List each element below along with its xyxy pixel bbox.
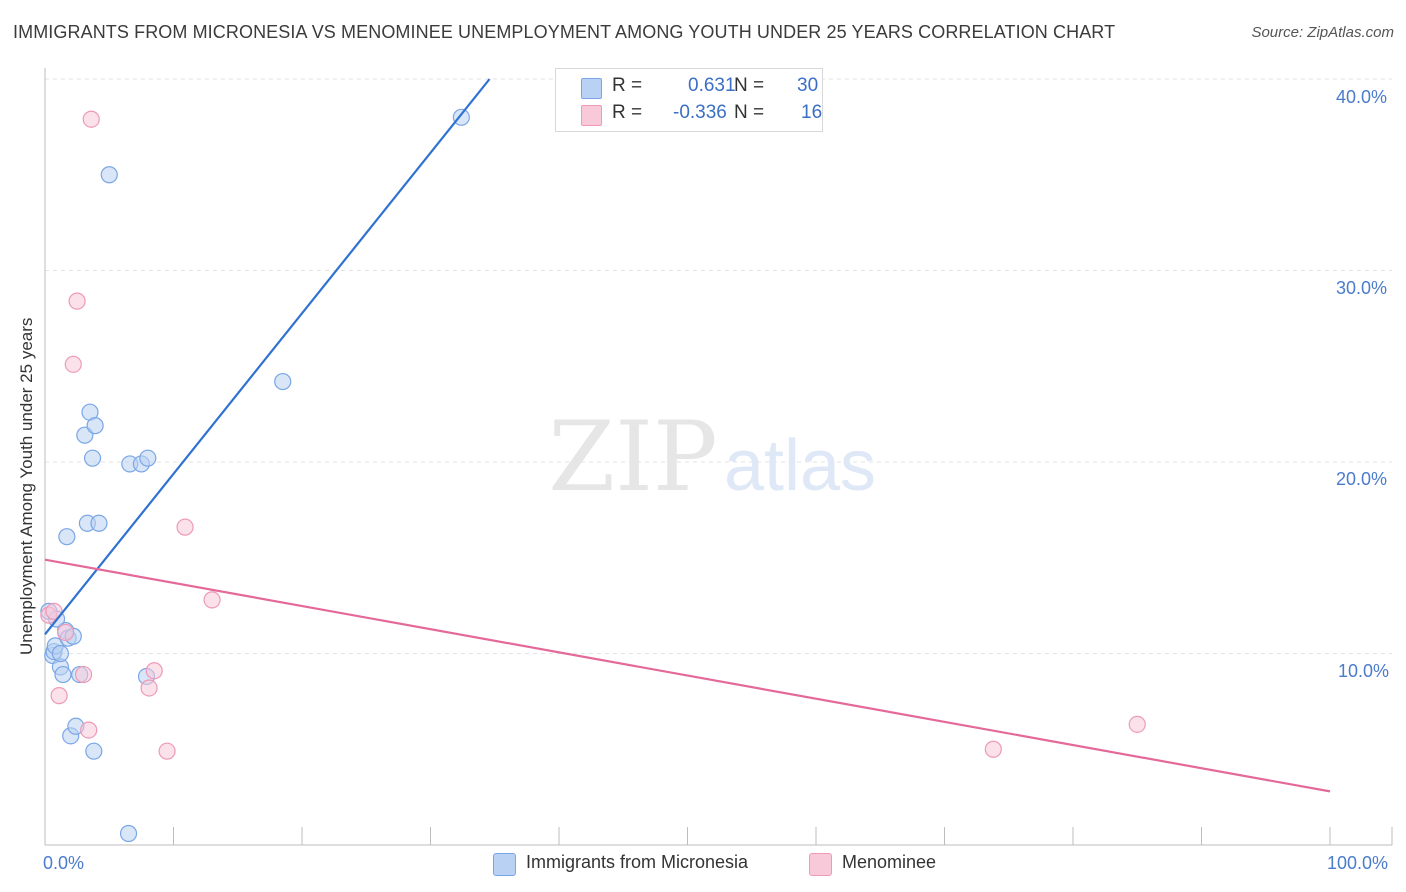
micronesia-point (51, 644, 70, 663)
x-tick-label-min: 0.0% (43, 853, 85, 873)
legend-swatch-menominee (809, 853, 832, 876)
micronesia-point (100, 166, 118, 184)
legend-swatch-micronesia (581, 78, 602, 99)
correlation-legend: R = 0.631 N = 30 R = -0.336 N = 16 (555, 68, 823, 132)
menominee-point (74, 665, 93, 684)
legend-r-label: R = (612, 75, 643, 96)
micronesia-point (452, 108, 470, 126)
gridlines (45, 78, 1392, 654)
legend-label-menominee: Menominee (842, 852, 937, 872)
micronesia-point (274, 372, 292, 391)
chart-source: Source: ZipAtlas.com (1251, 24, 1394, 41)
y-tick-label: 10.0% (1338, 661, 1390, 681)
menominee-point (50, 687, 68, 705)
legend-n-value: 30 (797, 75, 819, 96)
x-tick-label-max: 100.0% (1327, 853, 1389, 873)
micronesia-point (58, 528, 76, 546)
menominee-point (1128, 715, 1146, 733)
micronesia-point (139, 449, 157, 467)
watermark-zip: ZIP (548, 401, 717, 513)
menominee-point (158, 742, 176, 760)
y-tick-label: 40.0% (1336, 87, 1388, 107)
menominee-trend-line (44, 558, 1331, 793)
menominee-point (140, 679, 158, 697)
micronesia-point (119, 824, 138, 843)
y-tick-label: 30.0% (1336, 278, 1388, 298)
legend-n-value: 16 (801, 102, 823, 123)
menominee-point (56, 623, 75, 642)
y-axis-label: Unemployment Among Youth under 25 years (17, 317, 36, 655)
legend-r-value: -0.336 (673, 102, 727, 123)
legend-r-value: 0.631 (688, 75, 736, 96)
legend-n-label: N = (734, 75, 765, 96)
menominee-point (82, 110, 100, 128)
micronesia-point (54, 665, 72, 684)
data-points (40, 108, 1146, 843)
y-tick-label: 20.0% (1336, 469, 1388, 489)
menominee-point (176, 518, 194, 536)
chart-title: IMMIGRANTS FROM MICRONESIA VS MENOMINEE … (13, 22, 1116, 42)
micronesia-trend-line (44, 78, 491, 636)
menominee-point (80, 721, 98, 739)
legend-r-label: R = (612, 102, 643, 123)
legend-label-micronesia: Immigrants from Micronesia (526, 852, 749, 872)
micronesia-point (86, 417, 104, 435)
micronesia-point (85, 742, 103, 760)
micronesia-point (90, 514, 108, 532)
menominee-point (68, 292, 86, 310)
axes (44, 68, 1393, 846)
watermark-atlas: atlas (724, 426, 876, 506)
legend-swatch-micronesia (493, 853, 516, 876)
menominee-point (64, 355, 82, 373)
legend-n-label: N = (734, 102, 765, 123)
menominee-point (203, 591, 221, 609)
menominee-point (984, 740, 1002, 758)
trend-lines (44, 78, 1331, 793)
micronesia-point (83, 449, 102, 467)
menominee-point (145, 662, 163, 680)
legend-swatch-menominee (581, 105, 602, 126)
